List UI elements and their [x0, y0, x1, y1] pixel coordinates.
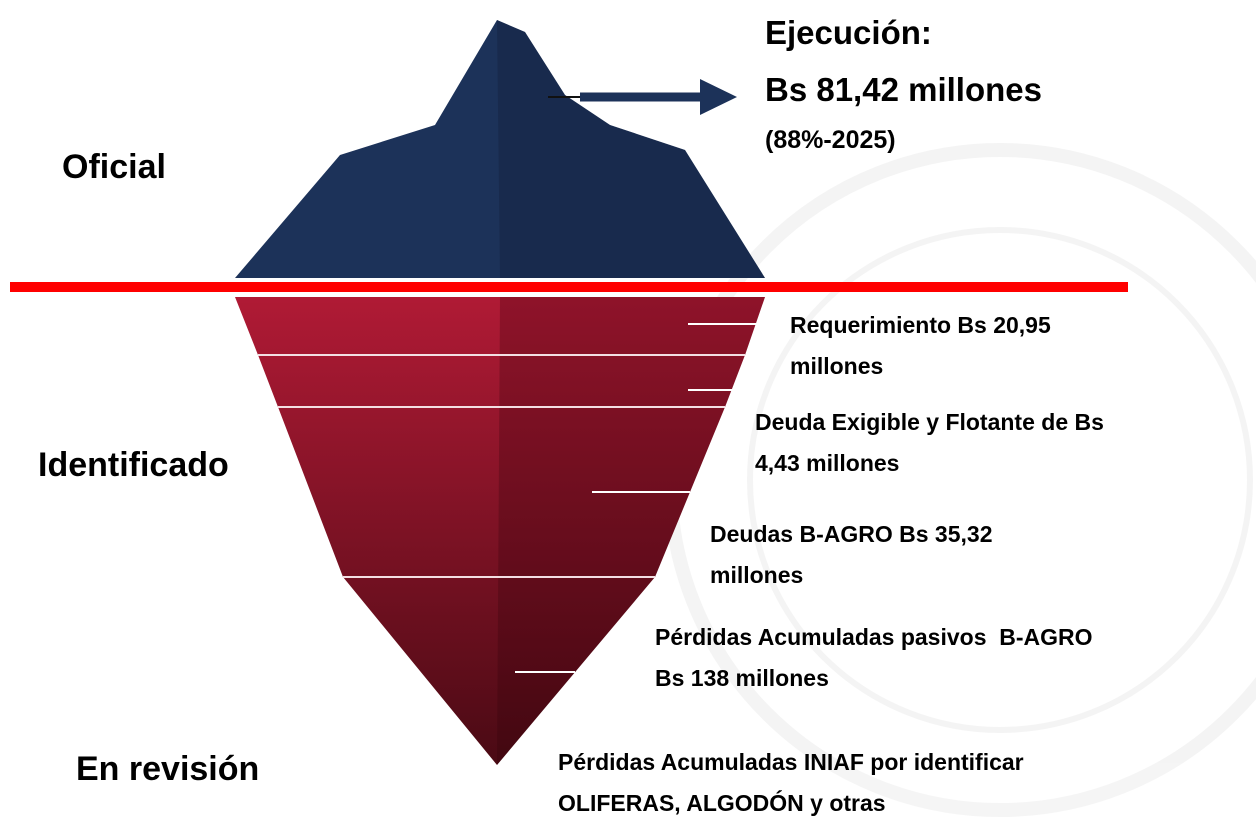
waterline: [10, 282, 1128, 292]
pointer-lines: [515, 323, 770, 673]
level-label: En revisión: [76, 750, 259, 788]
iceberg-bottom: [235, 297, 765, 765]
iceberg-bands: [258, 354, 745, 578]
iceberg-bottom-shade: [497, 297, 765, 765]
level-label: Oficial: [62, 148, 166, 186]
level-label: Identificado: [38, 446, 229, 484]
watermark-seal: [663, 143, 1256, 817]
item-label: 4,43 millones: [755, 450, 899, 476]
item-label: Bs 138 millones: [655, 665, 829, 691]
execution-label: Ejecución:: [765, 14, 932, 51]
item-label: Pérdidas Acumuladas INIAF por identifica…: [558, 749, 1024, 775]
execution-amount: Bs 81,42 millones: [765, 71, 1042, 108]
arrow-head: [700, 79, 737, 115]
item-label: OLIFERAS, ALGODÓN y otras: [558, 789, 886, 816]
item-label: Deudas B-AGRO Bs 35,32: [710, 521, 992, 547]
iceberg-top-shade: [497, 20, 765, 278]
item-label: Pérdidas Acumuladas pasivos B-AGRO: [655, 624, 1093, 650]
execution-note: (88%-2025): [765, 126, 896, 154]
item-label: Deuda Exigible y Flotante de Bs: [755, 409, 1104, 435]
iceberg-top: [235, 20, 765, 278]
item-label: millones: [710, 562, 803, 588]
item-label: millones: [790, 353, 883, 379]
item-label: Requerimiento Bs 20,95: [790, 312, 1051, 338]
